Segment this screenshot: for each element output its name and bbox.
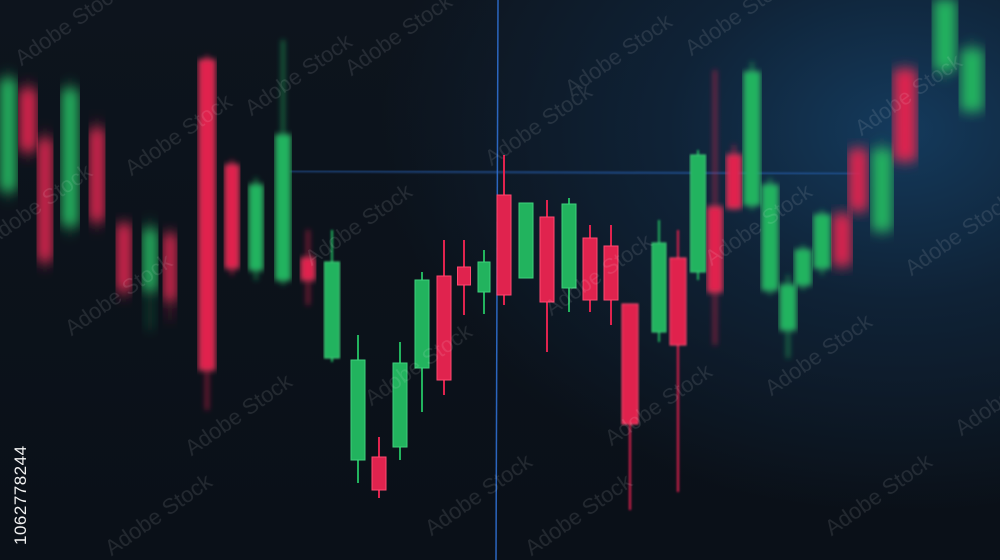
- candle-body: [89, 129, 105, 221]
- candle-body: [561, 203, 577, 289]
- candle-body: [848, 149, 868, 211]
- candle-bullish: [61, 80, 79, 235]
- candle-body: [651, 242, 667, 333]
- candle-bullish: [779, 275, 797, 358]
- crosshair-horizontal: [289, 170, 861, 175]
- candle-bearish: [198, 55, 216, 410]
- candle-body: [248, 184, 264, 271]
- candle-bullish: [761, 178, 779, 295]
- candle-bearish: [300, 230, 316, 305]
- candle-bearish: [37, 130, 53, 270]
- candle-bullish: [813, 210, 831, 275]
- candle-body: [477, 261, 491, 293]
- candle-body: [496, 194, 512, 296]
- candle-bearish: [116, 220, 132, 300]
- candle-bullish: [350, 335, 366, 483]
- candle-body: [933, 0, 957, 71]
- candle-body: [116, 224, 132, 291]
- candle-bearish: [603, 225, 619, 325]
- candle-bullish: [477, 250, 491, 314]
- candle-body: [414, 279, 430, 369]
- candle-body: [603, 245, 619, 301]
- candle-body: [324, 261, 340, 359]
- candle-body: [224, 164, 240, 269]
- candle-bullish: [248, 178, 264, 280]
- candle-body: [813, 214, 831, 269]
- candle-body: [871, 149, 893, 231]
- candle-body: [436, 275, 452, 381]
- candle-body: [300, 257, 316, 281]
- candle-bearish: [371, 437, 387, 498]
- candle-bearish: [19, 80, 37, 160]
- candle-body: [707, 206, 723, 293]
- candle-body: [690, 154, 706, 273]
- candle-bearish: [163, 230, 177, 320]
- candle-bullish: [275, 40, 291, 285]
- candle-bearish: [707, 70, 723, 345]
- candle-bearish: [436, 240, 452, 395]
- candle-body: [960, 49, 984, 111]
- candle-bearish: [893, 65, 917, 165]
- candle-bearish: [457, 240, 471, 315]
- candle-body: [163, 234, 177, 301]
- candle-body: [832, 214, 852, 266]
- candle-bearish: [224, 160, 240, 275]
- candle-bearish: [726, 145, 742, 210]
- candle-bullish: [392, 342, 408, 460]
- candle-bullish: [518, 202, 534, 279]
- stock-id-watermark: 1062778244: [11, 445, 30, 545]
- candle-body: [350, 359, 366, 461]
- candle-body: [61, 89, 79, 226]
- candle-body: [794, 249, 812, 286]
- candle-bearish: [621, 303, 639, 510]
- candle-bullish: [414, 272, 430, 412]
- candle-body: [893, 69, 917, 161]
- candle-body: [726, 154, 742, 209]
- candle-body: [0, 79, 17, 191]
- candle-bearish: [89, 120, 105, 230]
- candle-body: [37, 139, 53, 261]
- candle-bullish: [0, 70, 17, 200]
- candle-bullish: [651, 220, 667, 342]
- candle-bullish: [933, 0, 957, 80]
- candle-body: [779, 284, 797, 331]
- candle-body: [142, 229, 158, 291]
- candle-body: [19, 89, 37, 151]
- candle-bullish: [794, 245, 812, 290]
- candle-bullish: [871, 140, 893, 235]
- candle-bullish: [690, 150, 706, 280]
- candle-body: [518, 202, 534, 279]
- candle-body: [539, 216, 555, 303]
- candle-bearish: [539, 200, 555, 352]
- candle-bearish: [848, 145, 868, 215]
- candle-bearish: [669, 230, 687, 492]
- candle-body: [371, 456, 387, 491]
- candle-body: [275, 134, 291, 281]
- candle-bearish: [496, 155, 512, 305]
- candle-body: [392, 362, 408, 448]
- candle-body: [198, 59, 216, 371]
- candle-body: [761, 184, 779, 291]
- candle-body: [582, 237, 598, 301]
- candle-body: [743, 71, 761, 206]
- candle-bullish: [561, 198, 577, 312]
- candle-bullish: [142, 220, 158, 330]
- candle-bullish: [743, 62, 761, 210]
- candle-body: [669, 257, 687, 346]
- candle-bearish: [582, 225, 598, 312]
- candle-body: [621, 303, 639, 425]
- candle-bearish: [832, 210, 852, 270]
- candle-bullish: [324, 230, 340, 362]
- candle-bullish: [960, 40, 984, 115]
- candle-body: [457, 266, 471, 286]
